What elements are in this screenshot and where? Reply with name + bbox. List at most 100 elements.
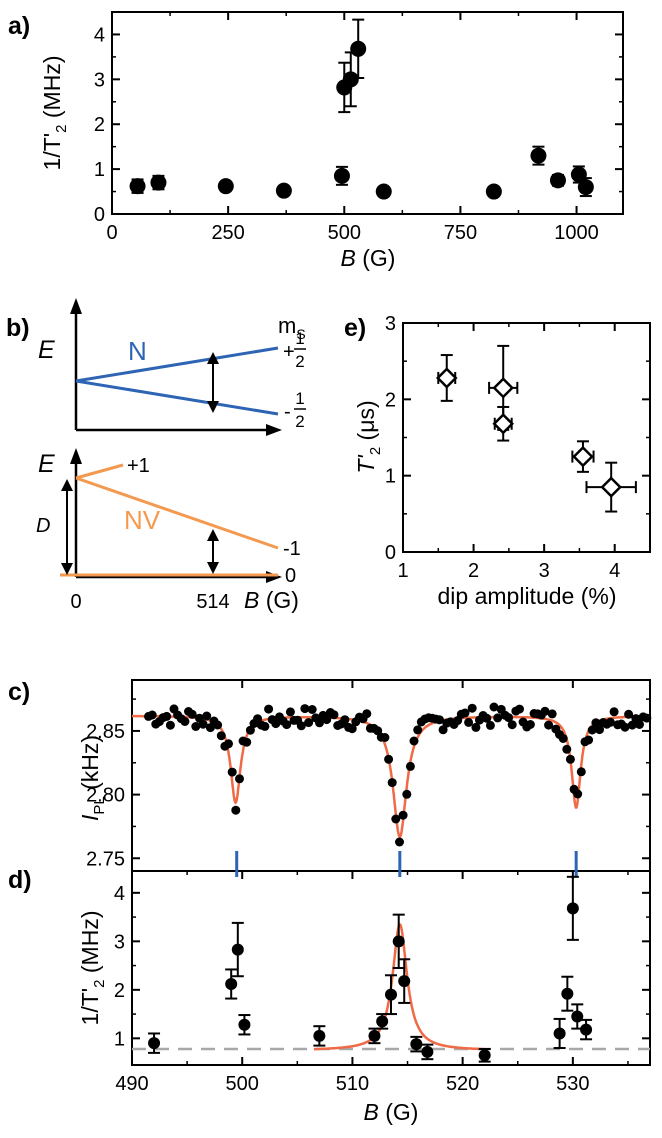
d-point-2-marker <box>231 943 244 956</box>
c-data-point <box>347 724 357 734</box>
c-data-point <box>322 715 332 725</box>
c-ytick-label: 2.80 <box>86 785 125 807</box>
c-data-point <box>245 725 255 735</box>
panel-b: b) E N mS + 1 2 - 1 2 E +1 -1 0 NV <box>6 298 306 613</box>
a-xtick-label: 750 <box>444 222 477 244</box>
c-data-point <box>482 713 492 723</box>
panel-a-ylabel: 1/T'2 (MHz) <box>39 56 70 171</box>
c-data-point <box>558 734 568 743</box>
a-ytick-label: 3 <box>94 69 105 91</box>
c-data-point <box>147 710 157 720</box>
c-data-point <box>464 717 474 727</box>
e-xtick-label: 2 <box>468 560 479 582</box>
d-xtick-label: 530 <box>556 1073 589 1095</box>
c-data-point <box>391 814 401 824</box>
c-data-point <box>224 739 233 749</box>
panel-b-label: b) <box>6 314 30 342</box>
a-point-13-marker <box>577 179 594 196</box>
a-point-3-marker <box>275 182 292 199</box>
d-ytick-label: 3 <box>114 931 125 953</box>
a-point-1-marker <box>150 174 167 191</box>
d-xtick-label: 520 <box>446 1073 479 1095</box>
b-nv-label: NV <box>124 505 161 535</box>
panel-d-label: d) <box>8 866 32 894</box>
c-data-point <box>264 704 274 714</box>
e-ytick-label: 2 <box>385 389 396 411</box>
c-data-point <box>584 735 594 745</box>
panel-d-points <box>148 875 593 1063</box>
b-top-field-arrow <box>266 424 282 436</box>
e-point-1-marker <box>492 377 514 399</box>
b-bottom-transition-arrow-down <box>207 562 219 574</box>
d-ytick-label: 1 <box>114 1028 125 1050</box>
b-ms-header: mS <box>278 313 306 342</box>
c-data-point <box>525 720 535 729</box>
b-n-label: N <box>128 336 147 366</box>
c-data-point <box>213 720 223 730</box>
b-bottom-energy-arrow <box>70 448 82 464</box>
d-point-6-marker <box>376 1015 389 1028</box>
c-ytick-label: 2.75 <box>86 848 125 870</box>
b-nv-minus1-level <box>75 476 279 550</box>
c-data-point <box>565 754 575 764</box>
e-xtick-label: 1 <box>397 560 408 582</box>
b-ms-minus-num: 1 <box>295 389 304 408</box>
panel-c-points <box>144 702 652 847</box>
panel-e-xlabel: dip amplitude (%) <box>438 583 617 609</box>
a-xtick-label: 0 <box>106 222 117 244</box>
c-data-point <box>413 725 423 735</box>
c-data-point <box>235 774 244 784</box>
c-data-point <box>191 722 201 731</box>
c-data-point <box>595 725 604 735</box>
c-data-point <box>165 720 175 730</box>
b-bottom-energy-label: E <box>38 450 55 478</box>
c-data-point <box>402 789 412 799</box>
a-ytick-label: 1 <box>94 159 105 181</box>
panel-c-ylabel: IPL (kHz) <box>77 735 108 821</box>
panel-a-xlabel: B (G) <box>341 245 396 271</box>
b-top-transition-arrow-up <box>207 352 219 364</box>
d-point-5-marker <box>368 1029 381 1042</box>
e-point-2-marker <box>492 412 514 435</box>
c-data-point <box>635 720 644 729</box>
c-fit-curve <box>132 714 650 838</box>
c-data-point <box>485 720 495 730</box>
c-data-point <box>515 704 524 714</box>
b-ms-plus-den: 2 <box>295 352 304 371</box>
c-data-point <box>296 721 306 731</box>
d-point-7-marker <box>385 988 397 1001</box>
c-data-point <box>271 719 281 729</box>
b-ms-minus-den: 2 <box>295 412 304 431</box>
c-data-point <box>395 837 404 847</box>
c-data-point <box>198 719 208 729</box>
b-ms-minus: - <box>284 401 291 423</box>
b-nv-minus1-label: -1 <box>283 538 301 560</box>
e-ytick-label: 1 <box>385 466 396 488</box>
e-point-0-marker <box>435 367 458 389</box>
c-data-point <box>307 705 317 714</box>
e-point-4-marker <box>600 476 622 498</box>
b-gap-arrow-up <box>61 479 73 491</box>
c-data-point <box>504 713 514 723</box>
c-data-point <box>409 736 419 746</box>
c-data-point <box>405 761 415 771</box>
c-data-point <box>282 720 292 730</box>
c-data-point <box>315 718 324 728</box>
c-data-point <box>216 731 226 741</box>
panel-e-ylabel: T'2 (μs) <box>353 400 384 473</box>
b-nv-plus1-label: +1 <box>127 455 150 477</box>
c-data-point <box>507 720 517 730</box>
b-top-energy-label: E <box>38 336 55 364</box>
a-point-4-marker <box>333 167 350 184</box>
c-data-point <box>380 733 390 742</box>
c-data-point <box>438 725 448 735</box>
b-top-transition-arrow-down <box>207 401 219 413</box>
c-data-point <box>205 723 215 733</box>
d-ytick-label: 2 <box>114 980 125 1002</box>
a-point-0-marker <box>129 178 146 195</box>
e-xtick-label: 3 <box>539 560 550 582</box>
c-data-point <box>304 718 314 728</box>
c-data-point <box>227 767 237 777</box>
